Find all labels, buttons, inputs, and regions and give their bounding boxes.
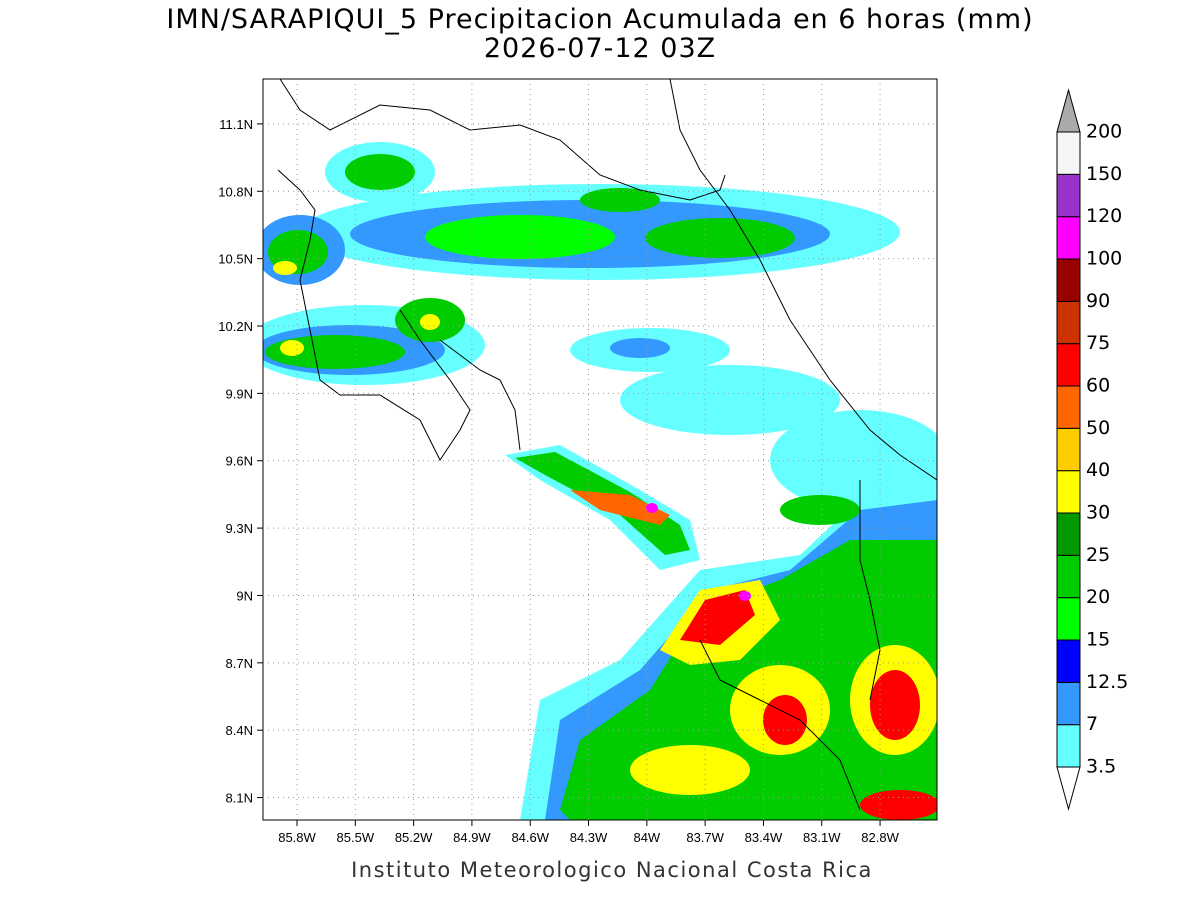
colorbar-label: 200 xyxy=(1086,121,1122,143)
colorbar-box xyxy=(1056,427,1081,472)
y-tick-label: 8.1N xyxy=(226,791,253,806)
colorbar-box xyxy=(1056,173,1081,218)
colorbar-label: 15 xyxy=(1086,629,1110,651)
y-tick-label: 9N xyxy=(236,588,253,603)
colorbar-label: 12.5 xyxy=(1086,671,1128,693)
y-tick-label: 10.2N xyxy=(218,319,253,334)
colorbar-box xyxy=(1056,597,1081,641)
colorbar-box xyxy=(1056,639,1081,683)
x-tick-label: 84W xyxy=(633,830,660,845)
colorbar-label: 90 xyxy=(1086,290,1110,312)
subtitle: 2026-07-12 03Z xyxy=(484,33,716,64)
y-tick-label: 9.6N xyxy=(226,454,253,469)
x-tick-label: 83.7W xyxy=(686,830,724,845)
colorbar-label: 20 xyxy=(1086,586,1110,608)
colorbar-box xyxy=(1056,470,1081,514)
colorbar-arrow-low xyxy=(1056,766,1081,811)
colorbar-label: 50 xyxy=(1086,417,1110,439)
y-tick-label: 11.1N xyxy=(219,117,253,132)
colorbar-label: 25 xyxy=(1086,544,1110,566)
x-tick-label: 85.5W xyxy=(337,830,375,845)
x-tick-label: 83.1W xyxy=(803,830,841,845)
x-tick-label: 82.8W xyxy=(861,830,899,845)
footer: Instituto Meteorologico Nacional Costa R… xyxy=(351,858,873,882)
colorbar-label: 120 xyxy=(1086,205,1122,227)
y-tick-label: 10.5N xyxy=(218,252,253,267)
colorbar-label: 100 xyxy=(1086,248,1122,270)
colorbar-box xyxy=(1056,681,1081,726)
colorbar-label: 3.5 xyxy=(1086,756,1116,778)
coastlines xyxy=(277,79,937,811)
colorbar-label: 40 xyxy=(1086,459,1110,481)
colorbar-box xyxy=(1056,724,1081,768)
colorbar-label: 30 xyxy=(1086,502,1110,524)
title: IMN/SARAPIQUI_5 Precipitacion Acumulada … xyxy=(166,4,1033,35)
x-tick-label: 83.4W xyxy=(745,830,783,845)
colorbar-label: 75 xyxy=(1086,332,1110,354)
colorbar-box xyxy=(1056,512,1081,556)
colorbar-box xyxy=(1056,131,1081,175)
colorbar-box xyxy=(1056,216,1081,260)
x-tick-label: 84.3W xyxy=(570,830,608,845)
colorbar-label: 7 xyxy=(1086,713,1098,735)
y-tick-label: 9.3N xyxy=(226,521,253,536)
colorbar-box xyxy=(1056,300,1081,345)
precipitation-field xyxy=(263,142,937,820)
colorbar-box xyxy=(1056,385,1081,429)
x-tick-label: 84.6W xyxy=(511,830,549,845)
colorbar-box xyxy=(1056,554,1081,599)
colorbar-label: 60 xyxy=(1086,375,1110,397)
x-tick-label: 85.8W xyxy=(278,830,316,845)
y-tick-label: 8.7N xyxy=(226,656,253,671)
x-tick-label: 85.2W xyxy=(395,830,433,845)
map-frame xyxy=(262,78,938,821)
colorbar-box xyxy=(1056,343,1081,387)
y-tick-label: 9.9N xyxy=(226,386,253,401)
colorbar-box xyxy=(1056,258,1081,302)
y-tick-label: 8.4N xyxy=(226,723,253,738)
colorbar-arrow-high xyxy=(1056,88,1081,133)
colorbar-label: 150 xyxy=(1086,163,1122,185)
x-tick-label: 84.9W xyxy=(453,830,491,845)
y-tick-label: 10.8N xyxy=(218,184,253,199)
